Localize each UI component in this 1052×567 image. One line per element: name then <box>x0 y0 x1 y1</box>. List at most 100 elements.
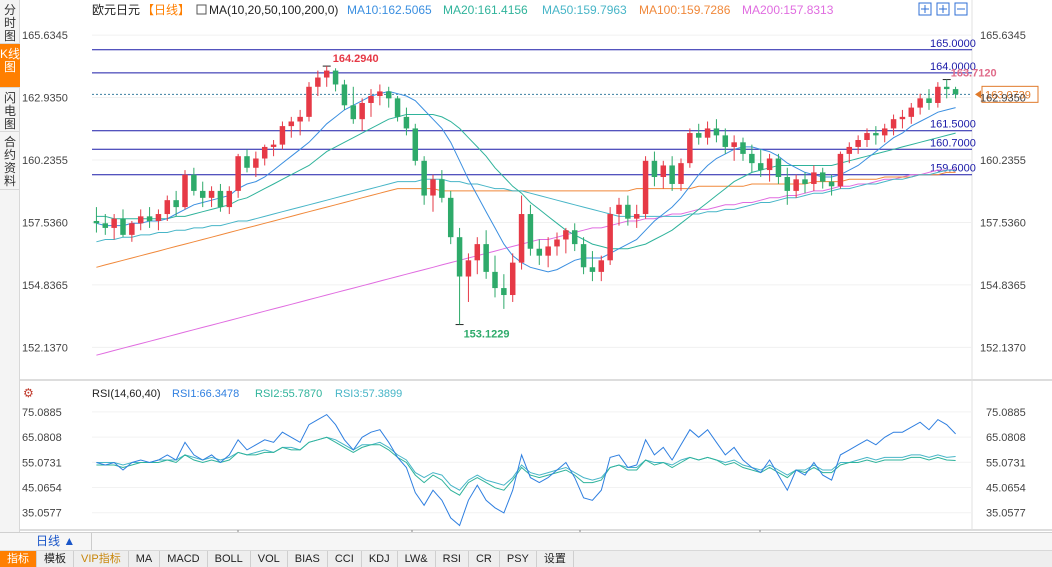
candle[interactable] <box>102 214 109 235</box>
candle[interactable] <box>456 227 463 325</box>
indicator-button[interactable]: MA <box>129 551 161 567</box>
indicator-button[interactable]: RSI <box>436 551 469 567</box>
candle[interactable] <box>421 156 427 205</box>
candle[interactable] <box>642 156 649 219</box>
indicator-button[interactable]: KDJ <box>362 551 398 567</box>
candle[interactable] <box>155 209 162 231</box>
candle[interactable] <box>580 237 587 275</box>
candle[interactable] <box>757 149 764 178</box>
candle[interactable] <box>819 167 826 189</box>
candle[interactable] <box>447 190 454 245</box>
candle[interactable] <box>554 232 560 256</box>
candle[interactable] <box>890 114 897 136</box>
candle[interactable] <box>943 79 950 99</box>
candle[interactable] <box>474 237 481 275</box>
candle[interactable] <box>881 123 888 143</box>
candle[interactable] <box>279 121 286 150</box>
candle[interactable] <box>93 207 100 233</box>
rsi-settings-icon[interactable]: ⚙ <box>23 386 34 400</box>
candle[interactable] <box>430 174 436 212</box>
candle[interactable] <box>784 167 791 205</box>
candle[interactable] <box>111 214 117 240</box>
candle[interactable] <box>598 255 605 282</box>
tab-kline[interactable]: K线图 <box>0 44 20 88</box>
indicator-button[interactable]: 设置 <box>537 551 574 567</box>
candle[interactable] <box>332 68 339 92</box>
candle[interactable] <box>775 153 782 184</box>
candle[interactable] <box>199 181 206 208</box>
candle[interactable] <box>235 153 241 198</box>
candle[interactable] <box>837 151 844 189</box>
candle[interactable] <box>695 123 702 145</box>
candle[interactable] <box>297 109 303 136</box>
candle[interactable] <box>501 274 507 309</box>
candle[interactable] <box>518 195 525 270</box>
candle[interactable] <box>908 102 915 124</box>
candle[interactable] <box>368 89 374 117</box>
ma-checkbox-icon[interactable] <box>196 4 207 15</box>
period-dropdown[interactable]: 日线 ▲ <box>20 533 93 550</box>
indicator-button[interactable]: BIAS <box>288 551 328 567</box>
candle[interactable] <box>633 204 640 228</box>
candle[interactable] <box>669 156 675 191</box>
candle[interactable] <box>394 96 401 122</box>
candle[interactable] <box>137 209 144 231</box>
candle[interactable] <box>439 170 445 203</box>
candle[interactable] <box>226 186 233 215</box>
candle[interactable] <box>306 82 312 122</box>
candle[interactable] <box>483 230 489 279</box>
candle[interactable] <box>323 66 330 87</box>
indicator-button[interactable]: PSY <box>500 551 537 567</box>
candle[interactable] <box>545 237 551 268</box>
indicator-button[interactable]: 指标 <box>0 551 37 567</box>
candle[interactable] <box>828 174 835 196</box>
candle[interactable] <box>191 167 197 196</box>
zoom-in-button[interactable] <box>936 2 950 16</box>
candle[interactable] <box>315 70 321 97</box>
candle[interactable] <box>129 220 135 242</box>
candle[interactable] <box>527 204 534 256</box>
zoom-out-button[interactable] <box>954 2 968 16</box>
candle[interactable] <box>571 223 578 252</box>
indicator-button[interactable]: MACD <box>160 551 208 567</box>
candle[interactable] <box>864 128 870 147</box>
candle[interactable] <box>687 128 693 168</box>
crosshair-button[interactable] <box>918 2 932 16</box>
candle[interactable] <box>288 116 295 138</box>
candle[interactable] <box>465 253 472 302</box>
candle[interactable] <box>217 183 224 212</box>
candle[interactable] <box>722 128 729 154</box>
candle[interactable] <box>244 149 250 173</box>
candle[interactable] <box>926 89 932 110</box>
candle[interactable] <box>208 186 215 208</box>
candle[interactable] <box>713 119 720 143</box>
candle[interactable] <box>341 79 348 110</box>
candle[interactable] <box>120 209 126 238</box>
indicator-button[interactable]: BOLL <box>208 551 251 567</box>
indicator-button[interactable]: LW& <box>398 551 436 567</box>
indicator-button[interactable]: 模板 <box>37 551 74 567</box>
candle[interactable] <box>270 140 277 157</box>
candle[interactable] <box>766 153 773 182</box>
candle[interactable] <box>749 144 755 173</box>
candle[interactable] <box>536 239 543 265</box>
candle[interactable] <box>146 207 153 228</box>
tab-contract-info[interactable]: 合约资料 <box>0 132 20 190</box>
candle[interactable] <box>855 135 861 154</box>
candle[interactable] <box>802 172 808 194</box>
candle[interactable] <box>377 84 383 106</box>
candle[interactable] <box>660 160 667 189</box>
candle[interactable] <box>625 195 631 226</box>
candle[interactable] <box>412 123 419 166</box>
candle[interactable] <box>261 144 268 166</box>
indicator-button[interactable]: VOL <box>251 551 288 567</box>
candle[interactable] <box>811 165 817 191</box>
candle[interactable] <box>952 86 959 99</box>
candle[interactable] <box>589 251 596 282</box>
candle[interactable] <box>935 82 941 108</box>
candle[interactable] <box>678 158 684 191</box>
candle[interactable] <box>899 109 906 129</box>
kline-chart[interactable]: 165.0000164.0000161.5000160.7000159.6000… <box>20 0 1052 532</box>
indicator-button[interactable]: CCI <box>328 551 362 567</box>
candle[interactable] <box>793 174 799 198</box>
